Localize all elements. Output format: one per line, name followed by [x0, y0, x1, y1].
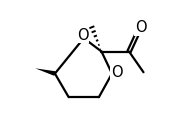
- Polygon shape: [35, 68, 56, 76]
- Text: O: O: [77, 28, 88, 43]
- Text: O: O: [111, 65, 123, 80]
- Text: O: O: [135, 20, 147, 35]
